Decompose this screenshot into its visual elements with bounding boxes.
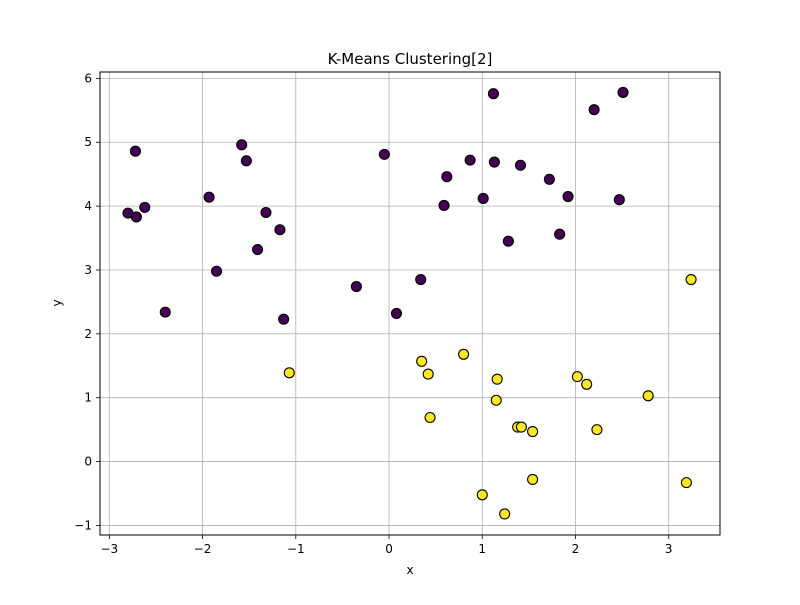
scatter-point-cluster-1 xyxy=(491,373,503,385)
x-tick-label: −1 xyxy=(287,542,305,556)
scatter-point-cluster-0 xyxy=(139,201,151,213)
scatter-point-cluster-0 xyxy=(210,265,223,277)
scatter-point-cluster-0 xyxy=(487,88,499,100)
scatter-point-cluster-1 xyxy=(422,368,434,380)
x-tick-label: 2 xyxy=(572,542,580,556)
y-tick-label: −1 xyxy=(74,518,92,532)
scatter-point-cluster-0 xyxy=(477,192,489,204)
scatter-point-cluster-0 xyxy=(464,154,476,166)
axis-ticks: −3 −2 −1 0 1 2 3 −1 0 1 2 3 4 5 6 xyxy=(74,71,672,556)
scatter-point-cluster-0 xyxy=(236,139,248,151)
scatter-point-cluster-1 xyxy=(527,473,539,485)
scatter-point-cluster-1 xyxy=(642,390,654,402)
y-tick-label: 3 xyxy=(84,263,92,277)
scatter-point-cluster-0 xyxy=(588,104,600,116)
x-axis-label: x xyxy=(406,563,413,577)
y-tick-label: 4 xyxy=(84,199,92,213)
x-tick-label: −3 xyxy=(100,542,118,556)
scatter-point-cluster-0 xyxy=(260,206,272,219)
x-tick-label: 1 xyxy=(478,542,486,556)
x-tick-label: 0 xyxy=(385,542,393,556)
y-axis-label: y xyxy=(50,299,64,306)
scatter-point-cluster-1 xyxy=(527,425,539,438)
scatter-point-cluster-0 xyxy=(278,313,290,325)
scatter-point-cluster-0 xyxy=(502,235,514,247)
y-tick-label: 5 xyxy=(84,135,92,149)
scatter-point-cluster-0 xyxy=(350,281,362,293)
chart-title: K-Means Clustering[2] xyxy=(328,50,493,68)
scatter-point-cluster-1 xyxy=(680,477,692,489)
scatter-point-cluster-0 xyxy=(617,86,629,98)
x-tick-label: −2 xyxy=(194,542,212,556)
scatter-point-cluster-0 xyxy=(240,155,252,167)
scatter-point-cluster-0 xyxy=(514,159,527,171)
scatter-point-cluster-0 xyxy=(129,145,141,157)
scatter-point-cluster-1 xyxy=(499,508,511,520)
data-points xyxy=(122,86,697,520)
scatter-point-cluster-0 xyxy=(378,148,390,160)
scatter-point-cluster-0 xyxy=(488,156,500,168)
scatter-point-cluster-1 xyxy=(283,367,295,379)
plot-area-frame xyxy=(99,71,721,536)
scatter-point-cluster-1 xyxy=(416,355,428,367)
scatter-point-cluster-1 xyxy=(581,378,593,390)
x-tick-label: 3 xyxy=(665,542,673,556)
scatter-point-cluster-1 xyxy=(476,489,488,501)
scatter-point-cluster-1 xyxy=(591,424,603,436)
scatter-point-cluster-0 xyxy=(252,243,264,256)
scatter-point-cluster-0 xyxy=(562,190,574,203)
scatter-point-cluster-0 xyxy=(613,194,625,206)
scatter-point-cluster-1 xyxy=(685,274,697,286)
scatter-point-cluster-0 xyxy=(441,171,453,183)
scatter-point-cluster-0 xyxy=(415,274,427,286)
scatter-point-cluster-0 xyxy=(274,224,286,236)
scatter-point-cluster-1 xyxy=(571,371,583,383)
scatter-point-cluster-1 xyxy=(515,421,527,433)
y-tick-label: 0 xyxy=(84,455,92,469)
scatter-point-cluster-0 xyxy=(130,211,142,223)
scatter-point-cluster-1 xyxy=(490,394,502,406)
scatter-point-cluster-0 xyxy=(390,307,403,319)
scatter-point-cluster-0 xyxy=(203,191,215,203)
y-tick-label: 6 xyxy=(84,71,92,85)
y-tick-label: 2 xyxy=(84,327,92,341)
grid xyxy=(100,72,720,535)
scatter-point-cluster-0 xyxy=(438,199,450,212)
scatter-point-cluster-0 xyxy=(159,306,171,318)
scatter-point-cluster-1 xyxy=(424,411,436,424)
scatter-point-cluster-0 xyxy=(554,228,566,240)
y-tick-label: 1 xyxy=(84,391,92,405)
scatter-point-cluster-0 xyxy=(543,173,555,185)
scatter-point-cluster-1 xyxy=(458,348,470,360)
